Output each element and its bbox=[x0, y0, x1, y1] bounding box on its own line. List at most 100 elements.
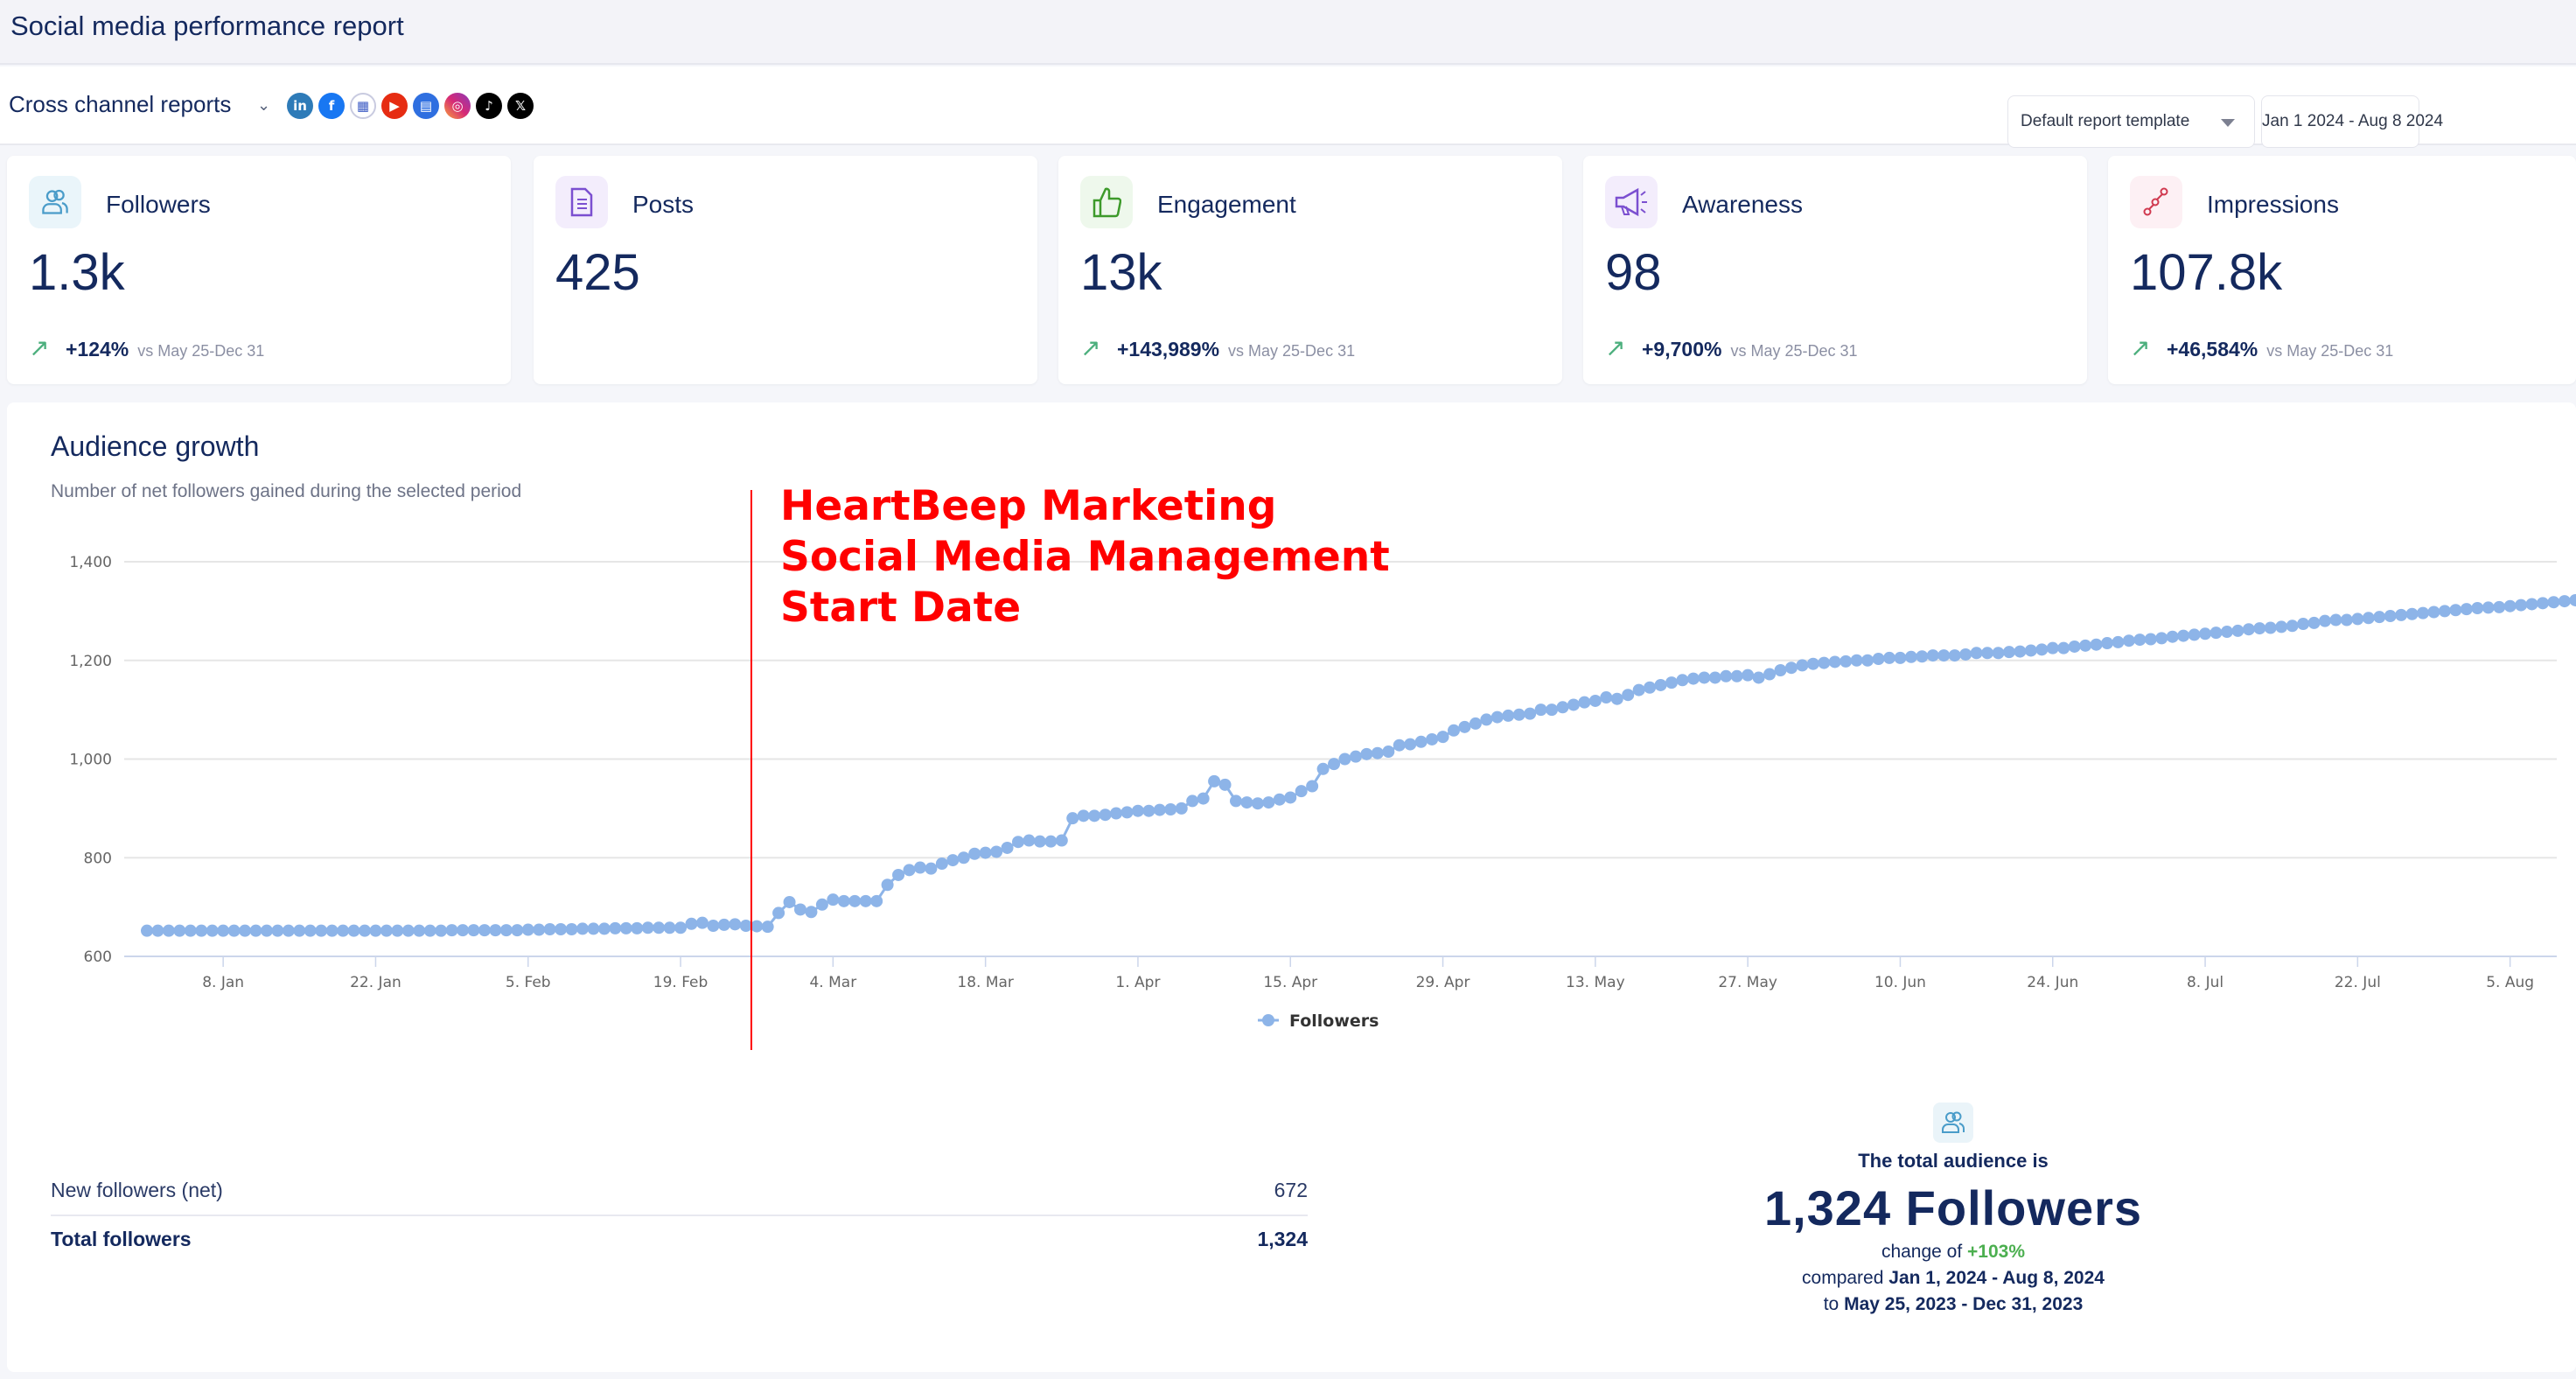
x-icon[interactable]: 𝕏 bbox=[507, 93, 534, 119]
data-point bbox=[663, 921, 676, 934]
data-point bbox=[435, 924, 448, 937]
data-point bbox=[1458, 720, 1471, 733]
google-contacts-icon[interactable]: ▤ bbox=[413, 93, 439, 119]
card-compare-period: vs May 25-Dec 31 bbox=[1228, 342, 1356, 360]
metric-card-impressions[interactable]: Impressions 107.8k ↗ +46,584% vs May 25-… bbox=[2108, 156, 2576, 384]
data-point bbox=[597, 922, 611, 935]
x-tick-label: 19. Feb bbox=[653, 974, 709, 991]
data-point bbox=[1632, 683, 1645, 696]
data-point bbox=[1730, 669, 1743, 682]
data-point bbox=[1349, 750, 1362, 763]
data-point bbox=[1404, 738, 1417, 751]
card-change-percent: +143,989% bbox=[1117, 338, 1220, 360]
legend-label[interactable]: Followers bbox=[1289, 1012, 1379, 1031]
data-point bbox=[369, 924, 382, 937]
data-point bbox=[1023, 834, 1036, 847]
card-change-percent: +46,584% bbox=[2167, 338, 2258, 360]
data-point bbox=[815, 898, 828, 911]
data-point bbox=[2384, 610, 2397, 623]
data-point bbox=[2231, 624, 2244, 637]
compared-range: Jan 1, 2024 - Aug 8, 2024 bbox=[1888, 1268, 2105, 1288]
data-point bbox=[1676, 674, 1689, 687]
data-point bbox=[1752, 671, 1765, 684]
data-point bbox=[1937, 649, 1951, 662]
google-business-icon[interactable]: ▦ bbox=[350, 93, 376, 119]
data-point bbox=[1784, 662, 1798, 675]
data-point bbox=[1490, 710, 1504, 724]
data-point bbox=[2373, 611, 2386, 624]
data-point bbox=[521, 923, 534, 936]
card-label: Awareness bbox=[1682, 191, 1804, 218]
youtube-icon[interactable]: ▶ bbox=[381, 93, 408, 119]
card-compare-period: vs May 25-Dec 31 bbox=[137, 342, 265, 360]
data-point bbox=[2297, 618, 2310, 631]
data-point bbox=[1992, 647, 2005, 660]
followers-line bbox=[147, 598, 2576, 933]
data-point bbox=[1686, 672, 1700, 685]
y-tick-label: 1,000 bbox=[69, 752, 112, 769]
data-point bbox=[1360, 747, 1373, 760]
x-tick-label: 8. Jan bbox=[202, 974, 244, 991]
data-point bbox=[1774, 664, 1787, 677]
data-point bbox=[695, 916, 709, 929]
megaphone-icon bbox=[1605, 176, 1658, 228]
data-point bbox=[1240, 796, 1253, 809]
tiktok-icon[interactable]: ♪ bbox=[476, 93, 502, 119]
data-point bbox=[2090, 638, 2103, 651]
data-point bbox=[772, 906, 785, 920]
metric-card-awareness[interactable]: Awareness 98 ↗ +9,700% vs May 25-Dec 31 bbox=[1583, 156, 2087, 384]
data-point bbox=[2362, 612, 2375, 625]
data-point bbox=[2307, 616, 2321, 629]
metric-card-followers[interactable]: Followers 1.3k ↗ +124% vs May 25-Dec 31 bbox=[7, 156, 511, 384]
y-tick-label: 1,200 bbox=[69, 653, 112, 670]
change-prefix: change of bbox=[1881, 1242, 1963, 1262]
card-change: ↗ +46,584% vs May 25-Dec 31 bbox=[2130, 333, 2393, 362]
report-selector[interactable]: Cross channel reports bbox=[9, 91, 232, 117]
data-point bbox=[1197, 792, 1210, 805]
data-point bbox=[2351, 612, 2364, 626]
date-range-picker[interactable]: Jan 1 2024 - Aug 8 2024 bbox=[2261, 95, 2443, 148]
data-point bbox=[2438, 605, 2451, 618]
to-prefix: to bbox=[1823, 1294, 1840, 1314]
data-point bbox=[1306, 780, 1319, 793]
x-tick-label: 1. Apr bbox=[1115, 974, 1160, 991]
dropdown-caret-icon bbox=[2221, 119, 2235, 127]
data-point bbox=[337, 924, 350, 937]
instagram-icon[interactable]: ◎ bbox=[444, 93, 471, 119]
data-point bbox=[195, 924, 208, 937]
data-point bbox=[249, 924, 262, 937]
summary-value: 672 bbox=[1274, 1179, 1308, 1201]
summary-label: Total followers bbox=[51, 1228, 192, 1250]
data-point bbox=[794, 903, 806, 916]
data-point bbox=[913, 861, 926, 874]
metric-card-posts[interactable]: Posts 425 bbox=[534, 156, 1037, 384]
chevron-down-icon[interactable]: ⌄ bbox=[257, 96, 271, 114]
data-point bbox=[555, 922, 568, 935]
annotation-line-2: Social Media Management bbox=[780, 533, 1390, 581]
data-point bbox=[935, 858, 948, 871]
data-point bbox=[1861, 654, 1874, 667]
linkedin-icon[interactable]: in bbox=[287, 93, 313, 119]
panel-title: Audience growth bbox=[51, 430, 260, 462]
data-point bbox=[533, 923, 546, 936]
card-change: ↗ +9,700% vs May 25-Dec 31 bbox=[1605, 333, 1858, 362]
metric-card-engagement[interactable]: Engagement 13k ↗ +143,989% vs May 25-Dec… bbox=[1058, 156, 1562, 384]
data-point bbox=[457, 924, 470, 937]
summary-divider bbox=[51, 1214, 1308, 1216]
facebook-icon[interactable]: f bbox=[318, 93, 345, 119]
data-point bbox=[2449, 604, 2462, 617]
trend-up-icon: ↗ bbox=[29, 334, 50, 361]
data-point bbox=[1230, 794, 1242, 808]
data-point bbox=[2242, 623, 2255, 636]
template-select[interactable]: Default report template bbox=[2007, 95, 2255, 148]
channel-icons: in f ▦ ▶ ▤ ◎ ♪ 𝕏 bbox=[287, 93, 534, 119]
to-line: to May 25, 2023 - Dec 31, 2023 bbox=[1538, 1294, 2369, 1315]
data-point bbox=[315, 924, 328, 937]
data-point bbox=[968, 847, 981, 860]
data-point bbox=[2122, 634, 2135, 648]
data-point bbox=[1796, 659, 1809, 672]
data-point bbox=[1316, 762, 1330, 775]
data-point bbox=[761, 920, 774, 934]
data-point bbox=[2079, 639, 2092, 652]
data-point bbox=[1840, 654, 1853, 668]
